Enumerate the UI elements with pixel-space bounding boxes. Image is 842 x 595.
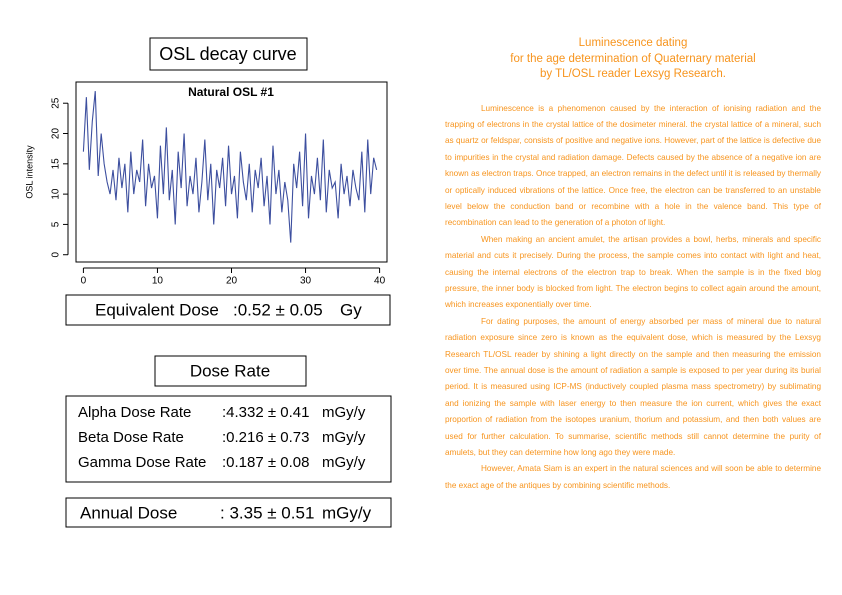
dose-rate-unit: mGy/y — [322, 429, 366, 446]
article: Luminescence dating for the age determina… — [445, 36, 821, 494]
annual-dose-value: : 3.35 ± 0.51 — [220, 503, 314, 522]
chart: 0 5 10 15 20 25 0 10 20 30 40 — [51, 91, 386, 287]
x-tick-label: 20 — [226, 276, 238, 287]
x-tick-label: 40 — [374, 276, 386, 287]
article-title: Luminescence dating for the age determina… — [445, 36, 821, 83]
annual-dose-box — [65, 497, 392, 528]
article-paragraph: When making an ancient amulet, the artis… — [445, 234, 821, 310]
dose-rate-unit: mGy/y — [322, 404, 366, 421]
equivalent-dose-box — [65, 294, 391, 326]
dose-rate-rows: Alpha Dose Rate :4.332 ± 0.41 mGy/y Beta Do… — [78, 404, 366, 471]
y-tick-label: 20 — [51, 128, 62, 140]
equivalent-dose-unit: Gy — [340, 300, 362, 319]
chart-title: Natural OSL #1 — [188, 85, 274, 99]
dose-rate-title: Dose Rate — [190, 361, 270, 380]
x-tick-label: 30 — [300, 276, 312, 287]
osl-line — [82, 91, 378, 243]
equivalent-dose-label: Equivalent Dose — [95, 300, 219, 319]
y-tick-label: 5 — [51, 221, 62, 227]
x-tick-label: 10 — [152, 276, 164, 287]
article-title-line: Luminescence dating — [578, 37, 688, 49]
annual-dose-unit: mGy/y — [322, 503, 372, 522]
dose-rate-value: :0.187 ± 0.08 — [222, 454, 309, 471]
dose-rate-value: :0.216 ± 0.73 — [222, 429, 309, 446]
dose-rate-label: Beta Dose Rate — [78, 429, 184, 446]
article-paragraph: For dating purposes, the amount of energ… — [445, 316, 821, 458]
dose-rate-box — [154, 355, 307, 387]
annual-dose-label: Annual Dose — [80, 503, 177, 522]
article-paragraph: Luminescence is a phenomenon caused by t… — [445, 103, 821, 228]
y-axis-label: OSL intensity — [24, 145, 34, 199]
title-box-text: OSL decay curve — [159, 44, 296, 64]
article-title-line: for the age determination of Quaternary … — [510, 52, 756, 65]
article-title-line: by TL/OSL reader Lexsyg Research. — [539, 68, 726, 80]
dose-rate-table — [65, 395, 392, 483]
dose-rate-label: Gamma Dose Rate — [78, 454, 206, 471]
dose-rate-unit: mGy/y — [322, 454, 366, 471]
y-tick-label: 10 — [51, 188, 62, 200]
article-paragraph: However, Amata Siam is an expert in the … — [445, 464, 821, 490]
y-tick-label: 0 — [51, 252, 62, 258]
plot-box — [75, 81, 388, 263]
equivalent-dose-value: :0.52 ± 0.05 — [233, 300, 323, 319]
article-body: Luminescence is a phenomenon caused by t… — [445, 101, 821, 495]
dose-rate-value: :4.332 ± 0.41 — [222, 404, 309, 421]
dose-rate-label: Alpha Dose Rate — [78, 404, 191, 421]
title-box — [149, 37, 308, 71]
y-tick-label: 15 — [51, 158, 62, 170]
y-tick-label: 25 — [51, 97, 62, 109]
x-tick-label: 0 — [81, 276, 87, 287]
